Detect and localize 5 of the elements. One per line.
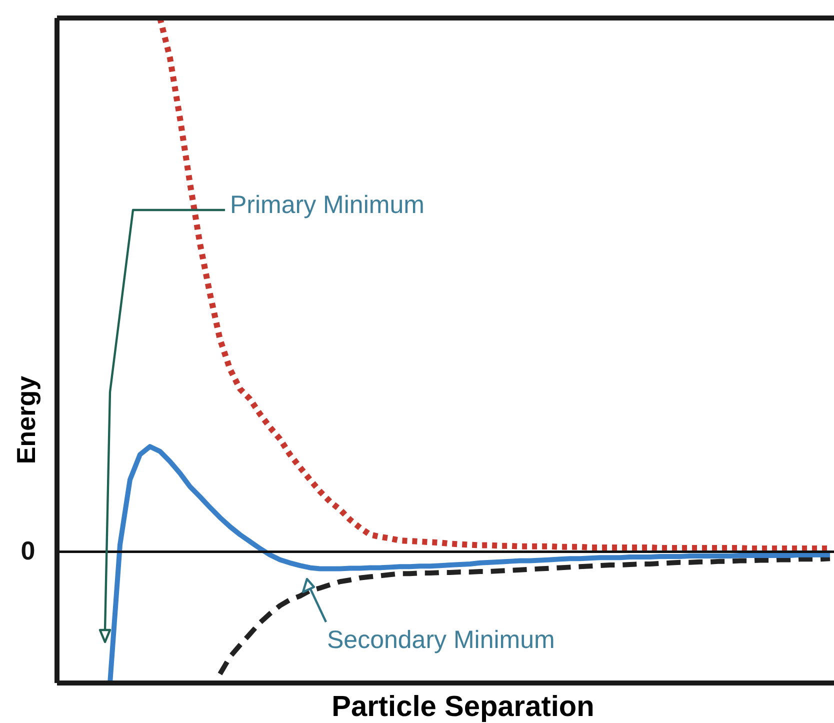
ref-line-label: 0: [20, 536, 36, 566]
x-axis-title: Particle Separation: [332, 691, 594, 723]
annotation: Secondary Minimum: [327, 626, 555, 654]
y-axis-title: Energy: [11, 375, 41, 464]
annotation: Primary Minimum: [230, 191, 424, 219]
